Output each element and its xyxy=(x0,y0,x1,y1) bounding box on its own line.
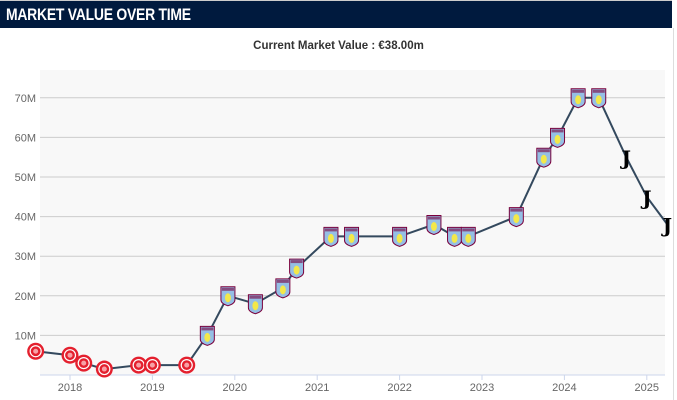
y-tick-label: 30M xyxy=(15,251,36,263)
villa-lion xyxy=(204,332,211,342)
aston-villa-crest-icon[interactable] xyxy=(289,258,305,279)
villa-band xyxy=(551,129,564,133)
aston-villa-crest-icon[interactable] xyxy=(392,226,408,247)
villa-band xyxy=(393,228,406,232)
aston-villa-crest-icon[interactable] xyxy=(460,226,476,247)
villa-band xyxy=(345,228,358,232)
villa-band xyxy=(592,89,605,93)
villa-band xyxy=(249,295,262,299)
x-tick-label: 2024 xyxy=(552,382,576,394)
aston-villa-crest-icon[interactable] xyxy=(570,88,586,109)
villa-lion xyxy=(252,301,259,311)
aston-villa-crest-icon[interactable] xyxy=(591,88,607,109)
juventus-crest-icon[interactable]: J xyxy=(661,214,672,238)
villa-band xyxy=(276,279,289,283)
villa-lion xyxy=(513,214,520,224)
girona-center xyxy=(67,352,73,358)
villa-lion xyxy=(430,222,437,232)
aston-villa-crest-icon[interactable] xyxy=(323,226,339,247)
y-tick-label: 10M xyxy=(15,330,36,342)
girona-center xyxy=(136,362,142,368)
panel-border xyxy=(673,28,674,400)
aston-villa-crest-icon[interactable] xyxy=(199,325,215,346)
villa-band xyxy=(537,149,550,153)
villa-lion xyxy=(327,233,334,243)
juventus-crest-icon[interactable]: J xyxy=(619,146,630,170)
girona-crest-icon[interactable] xyxy=(27,342,45,360)
aston-villa-crest-icon[interactable] xyxy=(247,294,263,315)
y-tick-label: 20M xyxy=(15,291,36,303)
villa-band xyxy=(572,89,585,93)
aston-villa-crest-icon[interactable] xyxy=(426,215,442,236)
aston-villa-crest-icon[interactable] xyxy=(220,286,236,307)
villa-lion xyxy=(293,265,300,275)
current-market-value: Current Market Value : €38.00m xyxy=(253,40,424,52)
section-header: MARKET VALUE OVER TIME xyxy=(0,0,672,28)
juventus-mark: J xyxy=(661,214,672,238)
girona-crest-icon[interactable] xyxy=(95,360,113,378)
girona-ring xyxy=(98,362,111,376)
x-tick-label: 2022 xyxy=(387,382,411,394)
villa-lion xyxy=(279,285,286,295)
girona-center xyxy=(101,366,107,372)
girona-center xyxy=(184,362,190,368)
girona-crest-icon[interactable] xyxy=(143,356,161,374)
villa-lion xyxy=(224,293,231,303)
villa-band xyxy=(324,228,337,232)
girona-ring xyxy=(146,359,159,372)
plot-area xyxy=(40,70,665,375)
y-tick-label: 40M xyxy=(15,212,36,224)
aston-villa-crest-icon[interactable] xyxy=(447,226,463,247)
aston-villa-crest-icon[interactable] xyxy=(536,147,552,168)
juventus-crest-icon[interactable]: J xyxy=(640,186,651,210)
villa-band xyxy=(290,260,303,264)
x-tick-label: 2023 xyxy=(470,382,494,394)
girona-ring xyxy=(77,357,90,370)
girona-crest-icon[interactable] xyxy=(130,356,148,374)
juventus-mark: J xyxy=(619,146,630,170)
aston-villa-crest-icon[interactable] xyxy=(508,207,524,228)
girona-center xyxy=(81,360,87,366)
villa-lion xyxy=(451,233,458,243)
y-tick-label: 50M xyxy=(15,172,36,184)
y-tick-label: 60M xyxy=(15,132,36,144)
villa-lion xyxy=(575,95,582,105)
villa-lion xyxy=(554,134,561,144)
villa-lion xyxy=(595,95,602,105)
villa-lion xyxy=(396,233,403,243)
section-title: MARKET VALUE OVER TIME xyxy=(6,5,191,24)
villa-band xyxy=(427,216,440,220)
villa-lion xyxy=(540,154,547,164)
aston-villa-crest-icon[interactable] xyxy=(344,226,360,247)
girona-ring xyxy=(29,345,42,358)
juventus-mark: J xyxy=(640,186,651,210)
y-tick-label: 70M xyxy=(15,93,36,105)
girona-crest-icon[interactable] xyxy=(75,354,93,372)
girona-crest-icon[interactable] xyxy=(61,346,79,364)
girona-crest-icon[interactable] xyxy=(178,356,196,374)
x-tick-label: 2018 xyxy=(58,382,82,394)
x-tick-label: 2020 xyxy=(223,382,247,394)
aston-villa-crest-icon[interactable] xyxy=(550,127,566,148)
x-tick-label: 2019 xyxy=(140,382,164,394)
villa-band xyxy=(448,228,461,232)
villa-band xyxy=(201,327,214,331)
villa-lion xyxy=(348,233,355,243)
girona-ring xyxy=(180,359,193,372)
x-tick-label: 2021 xyxy=(305,382,329,394)
x-tick-label: 2025 xyxy=(635,382,659,394)
villa-band xyxy=(510,208,523,212)
girona-ring xyxy=(63,349,77,362)
girona-center xyxy=(149,362,155,368)
villa-lion xyxy=(465,233,472,243)
aston-villa-crest-icon[interactable] xyxy=(275,278,291,299)
girona-center xyxy=(33,348,39,354)
villa-band xyxy=(221,287,234,291)
villa-band xyxy=(462,228,475,232)
